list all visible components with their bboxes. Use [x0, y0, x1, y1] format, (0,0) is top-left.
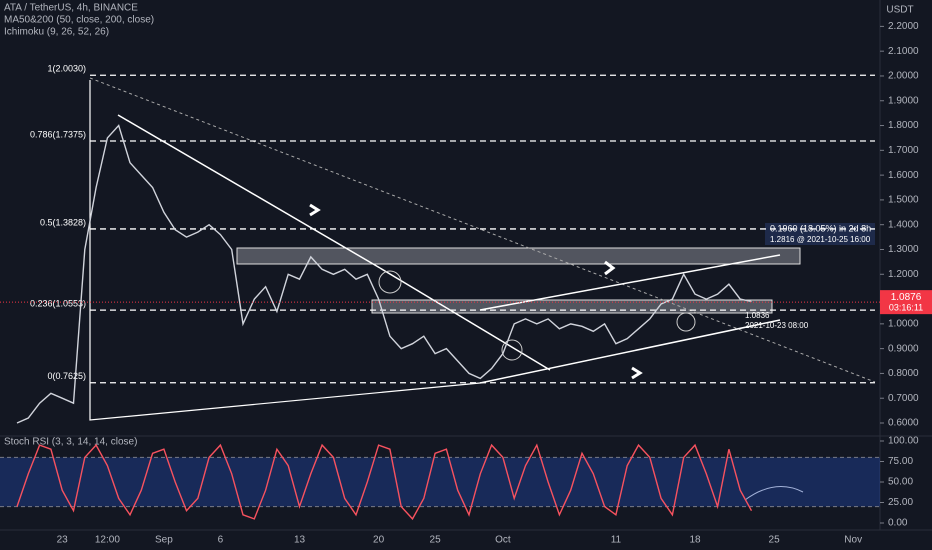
pattern-line	[89, 80, 481, 421]
y-tick-label: 2.0000	[888, 71, 919, 82]
y-tick-label: 2.1000	[888, 46, 919, 57]
fib-label: 0(0.7625)	[47, 371, 86, 381]
x-tick-label: Nov	[844, 535, 862, 546]
y-tick-label: 50.00	[888, 477, 913, 488]
fib-label: 0.5(1.3828)	[40, 217, 86, 227]
highlight-circle	[676, 312, 696, 332]
y-tick-label: 1.3000	[888, 244, 919, 255]
y-tick-label: 0.00	[888, 518, 908, 529]
trend-line	[89, 77, 876, 383]
fib-label: 0.236(1.0553)	[30, 299, 86, 309]
y-tick-label: 75.00	[888, 456, 913, 467]
y-tick-label: 1.2000	[888, 269, 919, 280]
y-tick-label: 100.00	[888, 436, 919, 447]
y-tick-label: 1.6000	[888, 170, 919, 181]
trend-line	[479, 319, 781, 384]
y-tick-label: 0.9000	[888, 343, 919, 354]
fib-label: 1(2.0030)	[47, 64, 86, 74]
x-tick-label: 25	[769, 535, 781, 546]
arrow-mark	[309, 203, 321, 217]
x-tick-label: 13	[294, 535, 306, 546]
indicator-title: Stoch RSI (3, 3, 14, 14, close)	[4, 437, 137, 448]
indicator-label: MA50&200 (50, close, 200, close)	[4, 15, 154, 26]
y-tick-label: 1.4000	[888, 219, 919, 230]
annotation: 1.2816 @ 2021-10-25 16:00	[770, 235, 871, 244]
annotation: 2021-10-23 08:00	[745, 321, 809, 330]
trend-line	[479, 254, 781, 311]
y-tick-label: 0.7000	[888, 393, 919, 404]
x-tick-label: Sep	[155, 535, 173, 546]
fib-label: 0.786(1.7375)	[30, 129, 86, 139]
highlight-circle	[378, 270, 402, 294]
highlight-circle	[501, 339, 523, 361]
current-price-label: 1.0876	[891, 292, 922, 303]
x-tick-label: 11	[611, 535, 622, 546]
x-tick-label: 20	[373, 535, 385, 546]
x-tick-label: 23	[57, 535, 69, 546]
x-tick-label: 18	[689, 535, 701, 546]
price-line	[16, 124, 752, 424]
projection-curve	[744, 486, 804, 501]
y-tick-label: 1.8000	[888, 120, 919, 131]
resistance-zone	[236, 247, 801, 265]
y-tick-label: 0.6000	[888, 418, 919, 429]
current-price-tag	[880, 290, 932, 315]
y-tick-label: 25.00	[888, 497, 913, 508]
arrow-mark	[604, 260, 616, 276]
y-tick-label: 1.5000	[888, 195, 919, 206]
y-tick-label: 0.8000	[888, 368, 919, 379]
y-tick-label: 1.7000	[888, 145, 919, 156]
y-tick-label: 1.0000	[888, 318, 919, 329]
x-tick-label: 12:00	[95, 535, 120, 546]
annotation: 1.0836	[745, 311, 770, 320]
arrow-mark	[631, 366, 643, 380]
countdown-label: 03:16:11	[889, 303, 923, 313]
currency-label: USDT	[886, 5, 913, 16]
y-tick-label: 1.9000	[888, 95, 919, 106]
y-tick-label: 2.2000	[888, 21, 919, 32]
rsi-band	[0, 457, 880, 507]
x-tick-label: 6	[218, 535, 224, 546]
x-tick-label: 25	[430, 535, 442, 546]
price-line	[16, 443, 753, 521]
indicator-label: Ichimoku (9, 26, 52, 26)	[4, 27, 109, 38]
chart-title: ATA / TetherUS, 4h, BINANCE	[4, 3, 138, 14]
x-tick-label: Oct	[495, 535, 511, 546]
